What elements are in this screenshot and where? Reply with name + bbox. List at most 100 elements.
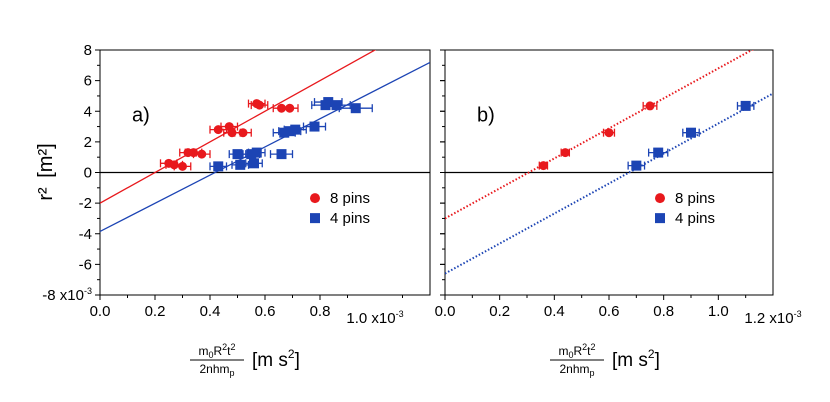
data-point-8-pins: [538, 161, 548, 171]
y-scale-exponent: -3: [84, 286, 92, 296]
unit-open: [m s: [252, 350, 288, 371]
data-point-4-pins: [350, 103, 361, 114]
legend-marker-4-pins: [655, 213, 665, 224]
denominator-subscript: p: [230, 368, 235, 378]
x-tick-label: 0.6: [599, 303, 620, 320]
y-axis-label-text: r²: [35, 187, 57, 201]
data-point-4-pins: [653, 147, 664, 158]
t-symbol: t: [587, 344, 591, 358]
x-tick-label: 0.6: [255, 303, 276, 320]
t-superscript: 2: [591, 342, 596, 352]
y-tick-label: -4: [79, 226, 92, 243]
y-axis-unit: [m²]: [35, 143, 57, 177]
panel-label: b): [477, 104, 495, 126]
R-symbol: R: [213, 344, 222, 358]
m-symbol: m: [198, 344, 208, 358]
x-tick-label: 0.2: [145, 303, 166, 320]
y-tick-label: 0: [84, 165, 92, 182]
data-point-4-pins: [309, 121, 320, 132]
x-tick-label: 0.8: [310, 303, 331, 320]
fit-line-4-pins: [445, 92, 773, 275]
m-subscript: 0: [568, 350, 573, 360]
data-point-4-pins: [232, 149, 243, 160]
data-point-8-pins: [255, 100, 264, 110]
svg-text:r² [m²]: r² [m²]: [35, 143, 57, 200]
y-axis-label: r² [m²]: [35, 143, 57, 200]
fit-line-4-pins: [100, 61, 430, 233]
x-tick-label: 0.0: [435, 303, 456, 320]
data-point-4-pins: [740, 100, 751, 111]
data-point-4-pins: [235, 159, 246, 170]
y-scale-label: -8 x10-3: [42, 286, 92, 304]
panel-a: 0.0 0.2 0.4 0.6 0.8 1.0 x10-3 8 6 4 2 0 -2 -4 -6 -8 x1…: [42, 42, 431, 327]
t-symbol: t: [227, 344, 231, 358]
unit-superscript: 2: [648, 347, 655, 361]
y-tick-label: 6: [84, 73, 92, 90]
y-tick-label: 8: [84, 42, 92, 59]
data-point-8-pins: [238, 128, 248, 138]
data-point-8-pins: [645, 101, 655, 111]
legend-marker-8-pins: [310, 193, 320, 204]
x-scale-exponent: -3: [794, 309, 802, 319]
y-tick-label: -6: [79, 256, 92, 273]
R-superscript: 2: [582, 342, 587, 352]
data-point-8-pins: [285, 103, 295, 113]
data-point-4-pins: [246, 149, 257, 160]
legend-label: 4 pins: [675, 210, 715, 227]
x-scale-label: 1.2 x10-3: [744, 309, 801, 327]
x-label-numerator: m0R2t2: [198, 342, 235, 360]
unit-superscript: 2: [288, 347, 295, 361]
data-point-8-pins: [197, 149, 207, 159]
data-point-4-pins: [631, 160, 642, 171]
y-tick-label: 4: [84, 103, 92, 120]
x-tick-label: 0.4: [200, 303, 221, 320]
unit-open: [m s: [612, 350, 648, 371]
x-tick-label: 0.8: [653, 303, 674, 320]
data-point-4-pins: [249, 158, 259, 169]
denominator-text: 2nhm: [559, 362, 589, 376]
x-label-numerator: m0R2t2: [558, 342, 595, 360]
m-symbol: m: [558, 344, 568, 358]
x-label-denominator: 2nhmp: [559, 362, 594, 378]
unit-close: ]: [655, 350, 660, 371]
denominator-text: 2nhm: [199, 362, 229, 376]
legend-label: 8 pins: [330, 190, 370, 207]
x-scale-exponent: -3: [396, 309, 404, 319]
fit-line-8-pins: [445, 50, 754, 220]
m-subscript: 0: [208, 350, 213, 360]
data-point-4-pins: [686, 127, 696, 138]
legend-label: 4 pins: [330, 210, 370, 227]
R-superscript: 2: [222, 342, 227, 352]
x-label-denominator: 2nhmp: [199, 362, 234, 378]
denominator-subscript: p: [590, 368, 595, 378]
x-tick-label: 0.4: [544, 303, 565, 320]
panel-label: a): [132, 104, 150, 126]
data-point-8-pins: [560, 148, 570, 158]
legend-marker-4-pins: [310, 213, 320, 224]
data-point-4-pins: [290, 124, 301, 135]
data-point-4-pins: [276, 149, 287, 160]
legend-marker-8-pins: [655, 193, 665, 204]
fit-line-8-pins: [100, 50, 377, 204]
plot-area: [445, 50, 773, 275]
plot-area: [100, 50, 430, 233]
data-point-8-pins: [604, 128, 614, 138]
data-point-4-pins: [323, 97, 334, 108]
data-point-4-pins: [251, 147, 262, 158]
x-label-unit: [m s2]: [612, 347, 660, 371]
x-label-unit: [m s2]: [252, 347, 300, 371]
x-tick-label: 1.0: [708, 303, 729, 320]
legend-label: 8 pins: [675, 190, 715, 207]
data-point-4-pins: [331, 100, 342, 111]
x-scale-label: 1.0 x10-3: [346, 309, 403, 327]
y-tick-label: -2: [79, 195, 92, 212]
x-tick-label: 0.0: [90, 303, 111, 320]
data-point-8-pins: [178, 161, 187, 171]
x-tick-label: 0.2: [489, 303, 510, 320]
R-symbol: R: [573, 344, 582, 358]
t-superscript: 2: [231, 342, 236, 352]
data-point-4-pins: [284, 126, 295, 137]
unit-close: ]: [295, 350, 300, 371]
